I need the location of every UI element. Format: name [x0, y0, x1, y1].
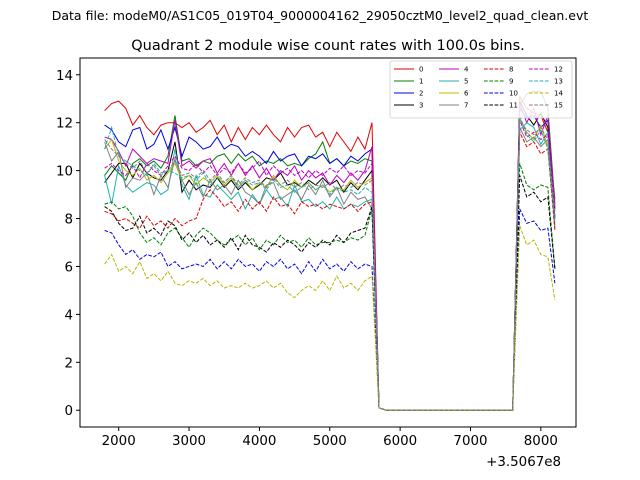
series-line-4: [104, 103, 556, 411]
x-tick-label: 8000: [524, 434, 558, 449]
plot-area-frame: [79, 57, 577, 428]
legend-entry-7: 7: [439, 102, 468, 110]
x-offset-label: +3.5067e8: [486, 455, 561, 470]
y-tick-label: 14: [56, 69, 73, 84]
legend-entry-3: 3: [394, 102, 423, 110]
legend-label: 11: [509, 102, 518, 110]
y-tick-label: 2: [64, 356, 73, 371]
figure-suptitle: Data file: modeM0/AS1C05_019T04_90000041…: [52, 8, 589, 23]
x-tick-label: 4000: [242, 434, 276, 449]
legend-label: 12: [554, 66, 563, 74]
legend-entry-14: 14: [529, 90, 563, 98]
legend-label: 8: [509, 66, 513, 74]
y-tick-label: 8: [64, 213, 73, 228]
x-axis: 2000 3000 4000 5000 6000 7000 8000: [102, 427, 558, 449]
legend-entry-9: 9: [484, 78, 513, 86]
legend-entry-4: 4: [439, 66, 469, 74]
legend-entry-8: 8: [484, 66, 513, 74]
x-tick-label: 7000: [453, 434, 487, 449]
legend-box: [389, 60, 573, 119]
legend-entry-0: 0: [394, 66, 423, 74]
x-tick-label: 3000: [172, 434, 206, 449]
legend-entry-10: 10: [484, 90, 518, 98]
legend-label: 4: [464, 66, 469, 74]
chart-title: Quadrant 2 module wise count rates with …: [131, 38, 525, 54]
series-line-14: [104, 225, 556, 411]
legend-entry-6: 6: [439, 90, 469, 98]
series-line-5: [104, 122, 556, 411]
y-tick-label: 6: [64, 260, 73, 275]
series-line-0: [104, 94, 556, 411]
legend-label: 15: [554, 102, 563, 110]
legend-label: 3: [419, 102, 423, 110]
y-tick-label: 12: [56, 117, 73, 132]
y-axis: 0 2 4 6 8 10 12 14: [56, 69, 80, 419]
legend-entry-15: 15: [529, 102, 563, 110]
legend-label: 10: [509, 90, 518, 98]
legend-label: 0: [419, 66, 423, 74]
legend-entry-12: 12: [529, 66, 563, 74]
legend-entry-5: 5: [439, 78, 468, 86]
series-line-15: [104, 118, 556, 411]
x-tick-label: 6000: [383, 434, 417, 449]
legend-label: 13: [554, 78, 563, 86]
legend-label: 1: [419, 78, 423, 86]
series-line-10: [104, 208, 556, 411]
y-tick-label: 0: [64, 404, 73, 419]
legend-entry-13: 13: [529, 78, 563, 86]
y-tick-label: 10: [56, 165, 73, 180]
legend-entry-1: 1: [394, 78, 423, 86]
x-tick-label: 5000: [313, 434, 347, 449]
x-tick-label: 2000: [102, 434, 136, 449]
legend-label: 5: [464, 78, 468, 86]
series-line-11: [104, 175, 556, 411]
legend-label: 14: [554, 90, 563, 98]
legend-entry-2: 2: [394, 90, 423, 98]
legend-label: 9: [509, 78, 513, 86]
series-line-13: [104, 115, 556, 411]
legend-label: 2: [419, 90, 423, 98]
y-tick-label: 4: [64, 308, 73, 323]
legend-label: 7: [464, 102, 468, 110]
legend-entry-11: 11: [484, 102, 518, 110]
legend-label: 6: [464, 90, 469, 98]
series-line-8: [104, 132, 556, 411]
series-lines: [104, 91, 556, 411]
series-line-9: [104, 163, 556, 411]
